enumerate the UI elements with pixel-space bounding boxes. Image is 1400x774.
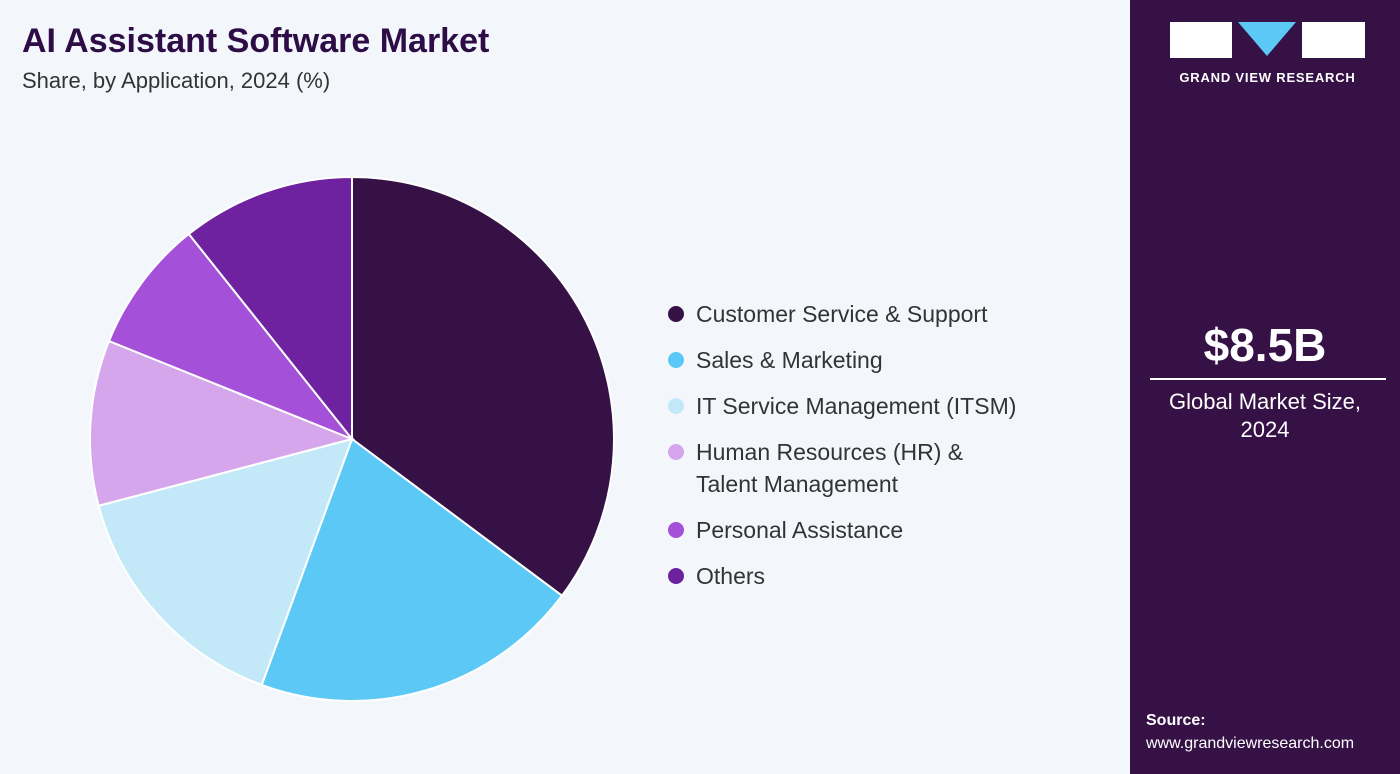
legend-label: Customer Service & Support bbox=[696, 298, 987, 330]
legend-label-line: Talent Management bbox=[696, 471, 899, 497]
pie-slice-0 bbox=[351, 175, 615, 598]
legend-label-line: IT Service Management (ITSM) bbox=[696, 393, 1017, 419]
pie-slice-4 bbox=[107, 232, 356, 442]
pie-chart bbox=[89, 175, 615, 702]
pie-slice-5 bbox=[187, 175, 353, 442]
legend-label: Human Resources (HR) & Talent Management bbox=[696, 436, 963, 500]
legend-label-line: Customer Service & Support bbox=[696, 301, 988, 327]
legend-item: Customer Service & Support bbox=[668, 298, 1016, 330]
brand-name: GRAND VIEW RESEARCH bbox=[1179, 70, 1356, 85]
sidebar: GRAND VIEW RESEARCH $8.5B Global Market … bbox=[1130, 0, 1400, 774]
chart-area: AI Assistant Software Market Share, by A… bbox=[22, 22, 1017, 702]
legend-label-line: Human Resources (HR) & bbox=[696, 439, 964, 465]
legend-dot-icon bbox=[668, 398, 684, 414]
pie-slice-2 bbox=[97, 437, 354, 687]
legend-label-line: Others bbox=[696, 563, 766, 589]
market-size-label: Global Market Size, 2024 bbox=[1130, 388, 1400, 444]
legend-item: Human Resources (HR) & Talent Management bbox=[668, 436, 1016, 500]
divider bbox=[1150, 378, 1386, 380]
legend-item: Sales & Marketing bbox=[668, 344, 1016, 376]
pie-slice-1 bbox=[260, 437, 564, 702]
legend-dot-icon bbox=[668, 306, 684, 322]
legend-dot-icon bbox=[668, 444, 684, 460]
source-link[interactable]: www.grandviewresearch.com bbox=[1146, 735, 1355, 752]
chart-title: AI Assistant Software Market bbox=[22, 22, 490, 60]
chart-subtitle: Share, by Application, 2024 (%) bbox=[22, 68, 331, 93]
logo-r-block bbox=[1302, 22, 1365, 58]
legend-label: IT Service Management (ITSM) bbox=[696, 390, 1016, 422]
market-size-label-line: 2024 bbox=[1240, 417, 1290, 442]
logo-g-block bbox=[1170, 22, 1232, 58]
legend-item: Others bbox=[668, 560, 1016, 592]
legend: Customer Service & Support Sales & Market… bbox=[668, 298, 1016, 606]
legend-dot-icon bbox=[668, 522, 684, 538]
legend-item: Personal Assistance bbox=[668, 514, 1016, 546]
legend-label: Personal Assistance bbox=[696, 514, 903, 546]
source-label: Source: bbox=[1146, 712, 1206, 729]
logo-triangle-icon bbox=[1238, 22, 1296, 56]
legend-item: IT Service Management (ITSM) bbox=[668, 390, 1016, 422]
legend-label-line: Personal Assistance bbox=[696, 517, 904, 543]
legend-dot-icon bbox=[668, 568, 684, 584]
pie-slice-3 bbox=[89, 339, 356, 507]
legend-dot-icon bbox=[668, 352, 684, 368]
market-size-value: $8.5B bbox=[1203, 319, 1327, 371]
legend-label: Sales & Marketing bbox=[696, 344, 883, 376]
legend-label: Others bbox=[696, 560, 765, 592]
legend-label-line: Sales & Marketing bbox=[696, 347, 883, 373]
market-size-label-line: Global Market Size, bbox=[1169, 389, 1361, 414]
